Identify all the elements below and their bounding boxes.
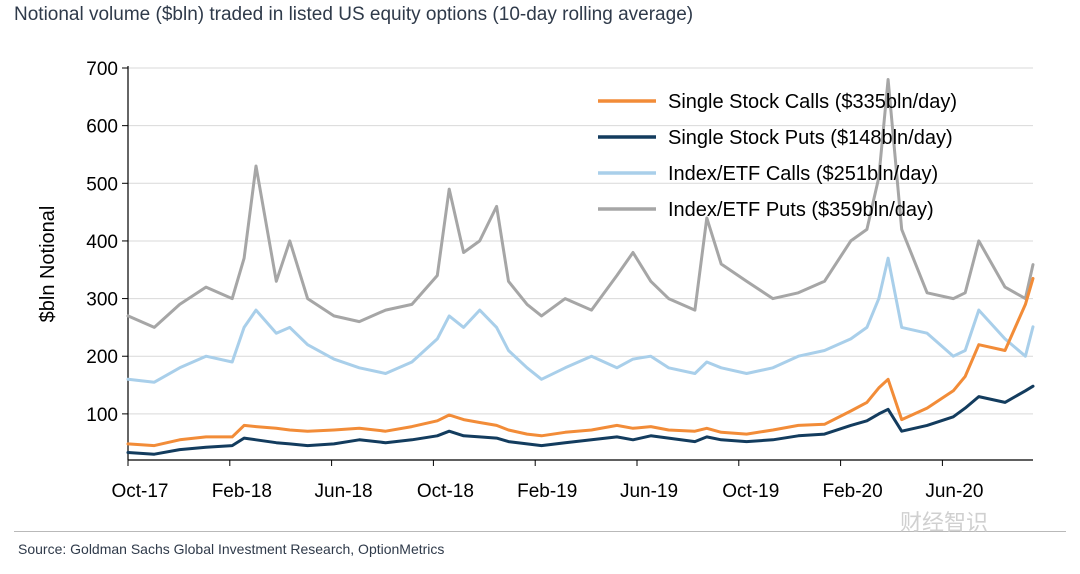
divider-line: [14, 531, 1066, 532]
source-note: Source: Goldman Sachs Global Investment …: [18, 541, 445, 557]
x-tick-label: Jun-18: [315, 481, 373, 502]
x-tick-label: Feb-18: [212, 481, 272, 502]
x-tick-label: Feb-20: [822, 481, 882, 502]
watermark-text: 财经智识: [900, 510, 989, 535]
y-axis-label: $bln Notional: [37, 206, 59, 323]
x-tick-label: Oct-18: [417, 481, 474, 502]
y-tick-label: 300: [86, 290, 118, 311]
legend-label: Single Stock Puts ($148bln/day): [668, 127, 953, 149]
series-line: [126, 256, 1035, 384]
chart-title: Notional volume ($bln) traded in listed …: [14, 4, 694, 25]
y-tick-label: 700: [86, 59, 118, 80]
legend-label: Single Stock Calls ($335bln/day): [668, 91, 957, 113]
series-line: [126, 78, 1035, 329]
legend-label: Index/ETF Calls ($251bln/day): [668, 163, 938, 185]
y-tick-label: 400: [86, 232, 118, 253]
y-tick-label: 100: [86, 405, 118, 426]
series-line: [126, 276, 1035, 448]
y-tick-label: 600: [86, 117, 118, 138]
series-line: [126, 384, 1035, 456]
x-tick-label: Oct-19: [722, 481, 779, 502]
y-tick-label: 200: [86, 347, 118, 368]
x-tick-label: Oct-17: [111, 481, 168, 502]
legend-label: Index/ETF Puts ($359bln/day): [668, 199, 934, 221]
x-tick-label: Jun-19: [620, 481, 678, 502]
x-tick-label: Feb-19: [517, 481, 577, 502]
y-tick-label: 500: [86, 174, 118, 195]
x-tick-label: Jun-20: [925, 481, 983, 502]
